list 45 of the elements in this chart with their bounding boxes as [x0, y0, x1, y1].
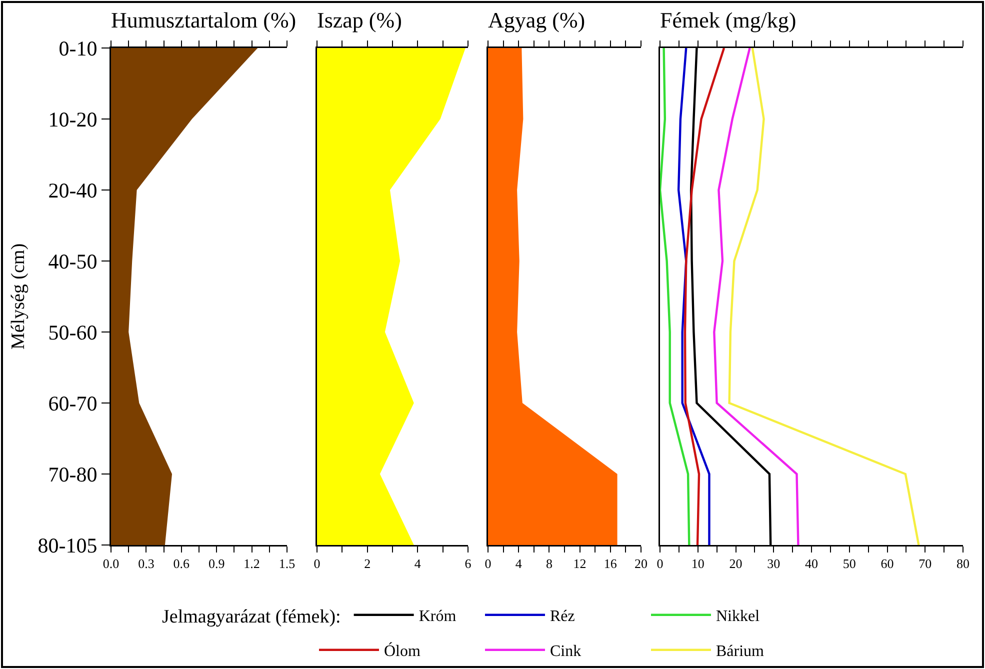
x-tick-label: 30: [767, 556, 780, 572]
legend-label: Bárium: [716, 643, 765, 660]
legend-title: Jelmagyarázat (fémek):: [162, 606, 341, 628]
x-tick-label: 0: [656, 556, 664, 572]
x-tick-label: 0: [484, 556, 492, 572]
y-tick-label: 70-80: [48, 462, 98, 486]
y-tick-label: 80-105: [38, 533, 98, 558]
x-tick-label: 10: [691, 556, 704, 572]
x-tick-label: 0.6: [173, 556, 190, 572]
x-tick-label: 12: [573, 556, 586, 572]
x-tick-label: 16: [604, 556, 618, 572]
chart-title: Humusztartalom (%): [111, 8, 296, 33]
x-tick-label: 0: [314, 556, 320, 572]
x-tick-label: 0.9: [208, 556, 225, 572]
y-tick-label: 60-70: [48, 391, 98, 416]
x-tick-label: 0.0: [102, 556, 120, 572]
y-tick-label: 20-40: [48, 178, 98, 202]
x-tick-label: 1.2: [244, 556, 260, 572]
x-tick-label: 70: [918, 556, 932, 572]
x-tick-label: 2: [364, 556, 371, 572]
x-tick-label: 0.3: [138, 556, 154, 572]
x-tick-label: 50: [842, 556, 856, 572]
y-tick-label: 10-20: [48, 107, 98, 132]
x-tick-label: 80: [956, 556, 970, 572]
legend-label: Réz: [550, 608, 575, 626]
chart-title: Fémek (mg/kg): [660, 8, 796, 33]
legend-label: Króm: [418, 608, 457, 626]
x-tick-label: 4: [414, 556, 422, 572]
x-tick-label: 1.5: [278, 556, 296, 572]
x-tick-label: 40: [805, 556, 818, 572]
x-tick-label: 60: [880, 556, 894, 572]
x-tick-label: 8: [546, 556, 552, 572]
y-tick-label: 0-10: [58, 36, 98, 60]
x-tick-label: 20: [729, 556, 742, 572]
legend-label: Ólom: [384, 642, 421, 660]
legend-label: Nikkel: [716, 608, 760, 626]
chart-title: Iszap (%): [317, 8, 402, 33]
chart-title: Agyag (%): [488, 8, 586, 33]
x-tick-label: 6: [464, 556, 472, 572]
y-tick-label: 50-60: [48, 320, 98, 344]
y-axis-title: Mélység (cm): [8, 243, 29, 350]
legend-label: Cink: [550, 643, 582, 660]
x-tick-label: 20: [634, 556, 648, 572]
x-tick-label: 4: [515, 556, 522, 572]
y-tick-label: 40-50: [48, 249, 98, 274]
